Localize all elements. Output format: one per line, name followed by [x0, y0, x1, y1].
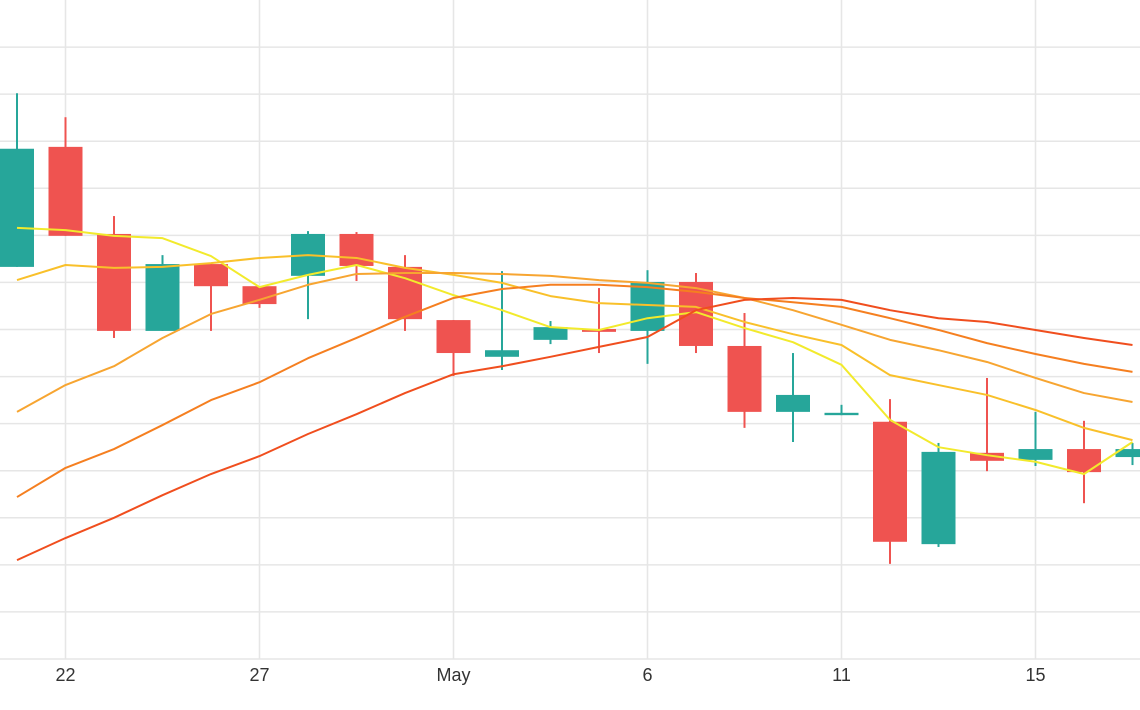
candle-body — [485, 350, 519, 357]
candle-body — [97, 233, 131, 331]
candle-body — [970, 452, 1004, 461]
candle-body — [533, 327, 568, 340]
candle-body — [776, 394, 810, 412]
x-tick-label: 22 — [55, 665, 75, 685]
candle-body — [194, 264, 228, 287]
moving-average-line — [16, 254, 1133, 442]
x-tick-label: May — [436, 665, 470, 685]
x-tick-label: 11 — [832, 665, 851, 685]
moving-average-line — [16, 226, 1134, 476]
candle-body — [0, 148, 34, 267]
candle-body — [824, 412, 859, 416]
x-tick-label: 6 — [642, 665, 652, 685]
candle-body — [921, 451, 956, 545]
candle-body — [242, 286, 277, 305]
candle-body — [1115, 449, 1140, 458]
candle-body — [48, 146, 83, 236]
moving-average-line — [16, 296, 1133, 562]
candle-body — [1067, 449, 1101, 473]
candle-body — [727, 345, 762, 412]
moving-average-line — [16, 283, 1133, 498]
x-tick-label: 27 — [249, 665, 269, 685]
candle-body — [873, 421, 907, 542]
candle-body — [1018, 449, 1053, 460]
candle-body — [145, 264, 180, 331]
moving-average-line — [16, 272, 1133, 413]
candle-body — [436, 320, 471, 354]
x-tick-label: 15 — [1025, 665, 1045, 685]
